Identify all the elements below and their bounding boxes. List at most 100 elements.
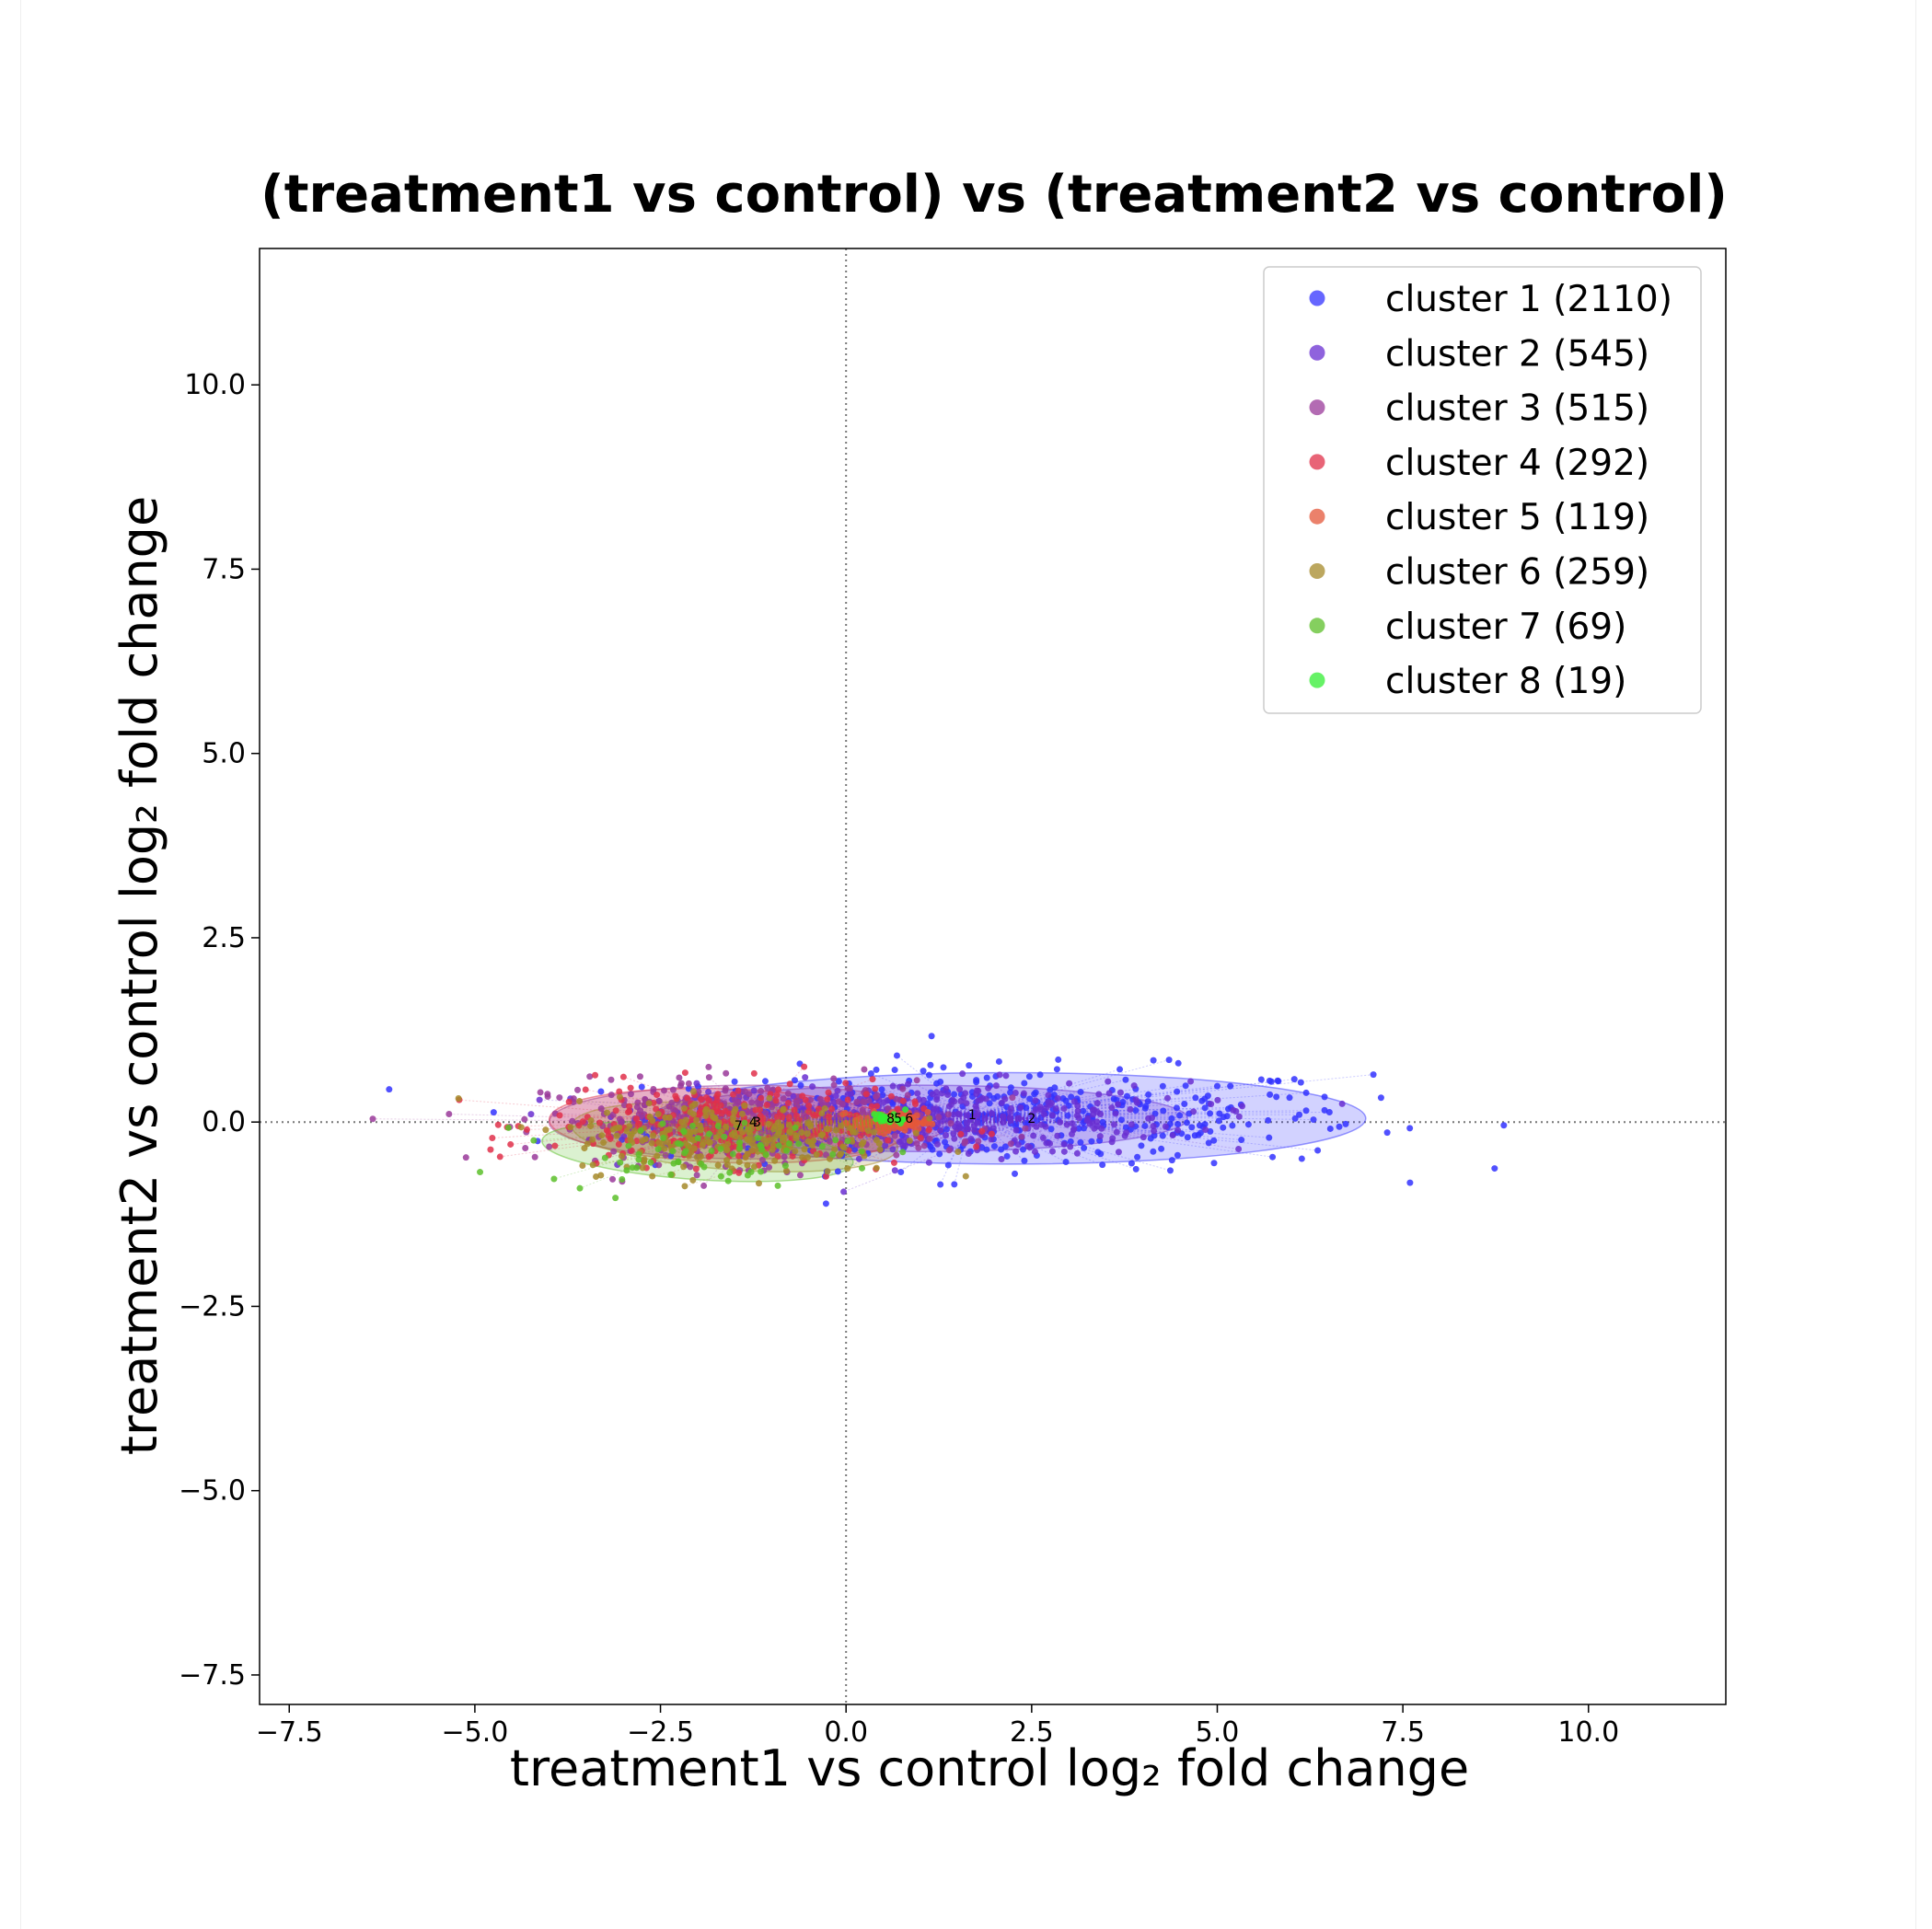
cluster-3-point bbox=[859, 1106, 866, 1114]
cluster-1-point bbox=[1122, 1124, 1129, 1131]
cluster-7-point bbox=[774, 1182, 781, 1189]
cluster-3-point bbox=[830, 1081, 838, 1089]
cluster-4-point bbox=[823, 1172, 830, 1180]
cluster-6-link bbox=[703, 1117, 909, 1144]
cluster-3-point bbox=[723, 1069, 730, 1077]
cluster-1-point bbox=[1500, 1122, 1508, 1129]
cluster-3-point bbox=[662, 1151, 669, 1159]
cluster-6-point bbox=[906, 1138, 913, 1145]
cluster-6-point bbox=[654, 1110, 662, 1117]
cluster-6-point bbox=[864, 1127, 872, 1135]
cluster-4-point bbox=[872, 1085, 879, 1092]
cluster-1-point bbox=[973, 1079, 980, 1086]
cluster-2-point bbox=[938, 1090, 945, 1097]
cluster-4-point bbox=[802, 1096, 809, 1103]
cluster-2-point bbox=[1060, 1105, 1068, 1113]
cluster-3-point bbox=[926, 1135, 933, 1142]
cluster-2-point bbox=[705, 1088, 712, 1095]
cluster-1-point bbox=[1122, 1076, 1129, 1083]
cluster-4-point bbox=[735, 1169, 743, 1176]
cluster-3-link bbox=[757, 1103, 827, 1123]
cluster-2-point bbox=[1235, 1146, 1243, 1153]
cluster-1-point bbox=[1296, 1111, 1303, 1118]
cluster-7-point bbox=[726, 1169, 734, 1176]
cluster-7-point bbox=[694, 1135, 701, 1142]
cluster-6-link bbox=[802, 1117, 909, 1159]
cluster-6-point bbox=[690, 1145, 698, 1152]
cluster-1-point bbox=[1021, 1080, 1028, 1087]
cluster-6-point bbox=[662, 1114, 669, 1121]
cluster-6-point bbox=[775, 1129, 782, 1137]
cluster-1-point bbox=[1132, 1165, 1140, 1172]
cluster-1-point bbox=[1201, 1104, 1209, 1112]
cluster-1-point bbox=[386, 1086, 393, 1093]
cluster-6-point bbox=[708, 1109, 715, 1116]
cluster-2-point bbox=[1032, 1148, 1039, 1155]
cluster-1-point bbox=[1227, 1082, 1234, 1090]
cluster-4-point bbox=[626, 1103, 633, 1110]
cluster-3-point bbox=[748, 1099, 756, 1106]
cluster-1-point bbox=[1055, 1056, 1062, 1063]
x-tick-label: 0.0 bbox=[824, 1716, 868, 1749]
cluster-2-link bbox=[1031, 1092, 1110, 1119]
cluster-6-point bbox=[838, 1122, 845, 1129]
cluster-3-link bbox=[757, 1097, 1012, 1123]
cluster-7-point bbox=[775, 1142, 782, 1149]
cluster-7-point bbox=[755, 1135, 762, 1142]
cluster-6-link bbox=[621, 1117, 909, 1157]
cluster-2-centroid-label: 2 bbox=[1027, 1112, 1035, 1126]
x-tick-label: −7.5 bbox=[256, 1716, 323, 1749]
cluster-4-point bbox=[772, 1097, 780, 1104]
cluster-3-point bbox=[607, 1092, 615, 1099]
cluster-6-link bbox=[693, 1117, 909, 1140]
cluster-1-point bbox=[1269, 1153, 1277, 1161]
cluster-8-point bbox=[902, 1106, 909, 1114]
cluster-3-point bbox=[758, 1129, 765, 1137]
cluster-6-point bbox=[748, 1147, 756, 1154]
cluster-1-point bbox=[1196, 1122, 1203, 1129]
cluster-3-point bbox=[885, 1105, 892, 1113]
cluster-3-point bbox=[861, 1099, 868, 1106]
cluster-6-point bbox=[589, 1136, 596, 1143]
x-tick-label: 10.0 bbox=[1557, 1716, 1619, 1749]
cluster-7-point bbox=[721, 1133, 728, 1140]
cluster-3-point bbox=[531, 1153, 538, 1161]
cluster-1-point bbox=[1238, 1137, 1245, 1144]
cluster-7-point bbox=[758, 1143, 765, 1150]
cluster-4-link bbox=[518, 1121, 754, 1127]
cluster-2-point bbox=[1048, 1100, 1056, 1107]
y-tick-label: 7.5 bbox=[202, 553, 246, 585]
y-tick-label: 5.0 bbox=[202, 738, 246, 770]
cluster-4-point bbox=[784, 1099, 792, 1106]
cluster-7-link bbox=[533, 1125, 739, 1141]
cluster-2-point bbox=[1239, 1103, 1246, 1110]
cluster-8-link bbox=[890, 1109, 906, 1119]
cluster-5-point bbox=[901, 1126, 908, 1134]
cluster-2-point bbox=[1054, 1132, 1061, 1139]
cluster-6-point bbox=[801, 1146, 808, 1153]
cluster-3-point bbox=[935, 1114, 943, 1121]
cluster-7-point bbox=[741, 1119, 748, 1126]
cluster-1-point bbox=[1406, 1179, 1414, 1186]
cluster-4-point bbox=[730, 1091, 737, 1098]
cluster-4-link bbox=[706, 1097, 754, 1123]
cluster-2-point bbox=[904, 1080, 911, 1088]
cluster-2-point bbox=[1040, 1111, 1047, 1118]
cluster-2-point bbox=[1030, 1132, 1037, 1139]
cluster-4-point bbox=[824, 1095, 831, 1103]
cluster-2-point bbox=[1112, 1110, 1119, 1117]
cluster-1-point bbox=[1003, 1152, 1011, 1160]
cluster-1-point bbox=[1158, 1145, 1165, 1152]
cluster-4-point bbox=[672, 1092, 679, 1100]
cluster-1-point bbox=[1314, 1147, 1322, 1154]
cluster-4-point bbox=[816, 1123, 824, 1130]
cluster-6-point bbox=[650, 1132, 657, 1139]
cluster-1-point bbox=[1166, 1167, 1174, 1174]
cluster-2-point bbox=[1045, 1092, 1052, 1099]
cluster-1-point bbox=[1291, 1115, 1299, 1122]
cluster-7-point bbox=[736, 1145, 744, 1152]
cluster-1-point bbox=[1266, 1134, 1273, 1141]
cluster-6-point bbox=[689, 1176, 697, 1184]
cluster-1-point bbox=[1325, 1108, 1333, 1115]
